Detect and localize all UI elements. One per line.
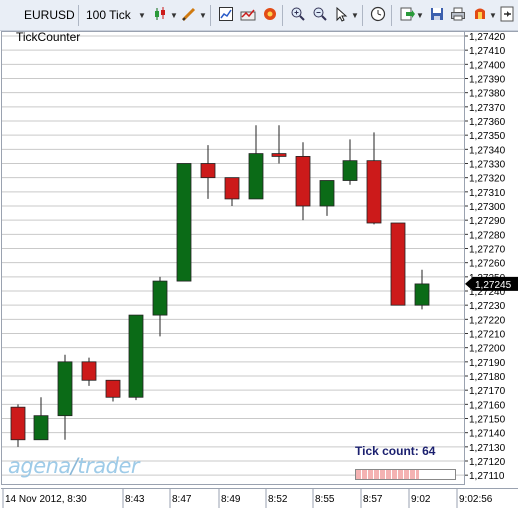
price-tick-label: 1,27280	[469, 230, 506, 241]
time-axis[interactable]: 14 Nov 2012, 8:30 8:43 8:47 8:49 8:52 8:55 8:5…	[1, 488, 518, 507]
price-tick-label: 1,27130	[469, 443, 506, 454]
candle-body	[58, 362, 72, 416]
price-tick-label: 1,27400	[469, 60, 506, 71]
timeframe-selector[interactable]: 100 Tick	[86, 6, 131, 25]
price-tick-label: 1,27140	[469, 429, 506, 440]
price-tick-label: 1,27180	[469, 372, 506, 383]
print-icon[interactable]	[449, 6, 467, 25]
price-tick-label: 1,27270	[469, 245, 506, 256]
indicators-icon[interactable]	[239, 6, 257, 25]
price-tick-label: 1,27230	[469, 301, 506, 312]
price-tick-label: 1,27340	[469, 145, 506, 156]
timeframe-dropdown-icon[interactable]: ▼	[138, 6, 146, 25]
price-tick-label: 1,27160	[469, 400, 506, 411]
agena-trader-logo: agena/trader	[8, 454, 139, 478]
time-tick-label: 9:02:56	[459, 494, 493, 505]
price-tick-label: 1,27260	[469, 259, 506, 270]
chart-properties-icon[interactable]	[217, 6, 235, 25]
candle-body	[34, 416, 48, 440]
candle-body	[225, 178, 239, 199]
time-tick-label: 8:49	[221, 494, 241, 505]
candle-body	[296, 156, 310, 206]
tools-dropdown-icon[interactable]: ▼	[489, 6, 497, 25]
cursor-select-icon[interactable]	[333, 6, 351, 25]
candlestick-chart	[2, 32, 465, 485]
price-tick-label: 1,27320	[469, 174, 506, 185]
tick-count-label: Tick count: 64	[355, 444, 435, 458]
price-tick-label: 1,27330	[469, 160, 506, 171]
candle-body	[320, 181, 334, 207]
candle-body	[415, 284, 429, 305]
candle-body	[249, 154, 263, 199]
indicator-label: TickCounter	[16, 30, 80, 44]
price-axis-labels: 1,27420 1,27410 1,27400 1,27390 1,27380 1,273…	[465, 32, 518, 486]
price-tick-label: 1,27420	[469, 32, 506, 43]
price-tick-label: 1,27390	[469, 75, 506, 86]
zoom-out-icon[interactable]	[311, 6, 329, 25]
price-axis[interactable]: 1,27420 1,27410 1,27400 1,27390 1,27380 1,273…	[465, 31, 518, 485]
price-tick-label: 1,27380	[469, 89, 506, 100]
time-axis-labels: 14 Nov 2012, 8:30 8:43 8:47 8:49 8:52 8:55 8:5…	[1, 489, 518, 508]
price-tick-label: 1,27370	[469, 103, 506, 114]
candle-body	[153, 281, 167, 315]
price-tick-label: 1,27410	[469, 46, 506, 57]
price-tick-label: 1,27120	[469, 457, 506, 468]
current-price-label: 1,27245	[475, 280, 512, 291]
strategies-icon[interactable]	[261, 6, 279, 25]
price-tick-label: 1,27170	[469, 386, 506, 397]
candle-body	[11, 407, 25, 440]
candle-body	[343, 161, 357, 181]
time-tick-label: 8:43	[125, 494, 145, 505]
drawing-pen-icon[interactable]	[180, 6, 198, 25]
toolbar-divider	[282, 5, 283, 26]
time-tick-label: 8:55	[315, 494, 335, 505]
price-tick-label: 1,27360	[469, 117, 506, 128]
toolbar-divider	[362, 5, 363, 26]
price-tick-label: 1,27290	[469, 216, 506, 227]
time-tick-label: 14 Nov 2012, 8:30	[5, 494, 87, 505]
candle-body	[367, 161, 381, 223]
candlestick-style-icon[interactable]	[151, 6, 169, 25]
cursor-dropdown-icon[interactable]: ▼	[351, 6, 359, 25]
tools-icon[interactable]	[471, 6, 489, 25]
chart-toolbar: EURUSD 100 Tick ▼ ▼ ▼ ▼	[0, 0, 518, 31]
price-tick-label: 1,27220	[469, 315, 506, 326]
time-tick-label: 8:52	[268, 494, 288, 505]
toolbar-divider	[391, 5, 392, 26]
price-tick-label: 1,27210	[469, 330, 506, 341]
price-tick-label: 1,27150	[469, 415, 506, 426]
time-tick-label: 9:02	[411, 494, 431, 505]
tick-progress-bar	[355, 469, 456, 480]
save-icon[interactable]	[428, 6, 446, 25]
price-tick-label: 1,27350	[469, 131, 506, 142]
time-tick-label: 8:57	[363, 494, 383, 505]
time-tick-label: 8:47	[172, 494, 192, 505]
zoom-in-icon[interactable]	[289, 6, 307, 25]
price-tick-label: 1,27110	[469, 471, 505, 482]
drawing-dropdown-icon[interactable]: ▼	[199, 6, 207, 25]
candle-body	[106, 380, 120, 397]
price-tick-label: 1,27200	[469, 344, 506, 355]
candle-body	[177, 164, 191, 282]
candle-body	[82, 362, 96, 380]
instrument-selector[interactable]: EURUSD	[24, 6, 75, 25]
toolbar-divider	[78, 5, 79, 26]
candle-body	[391, 223, 405, 305]
export-icon[interactable]	[398, 6, 416, 25]
price-chart-area[interactable]	[1, 31, 465, 485]
candle-body	[129, 315, 143, 397]
price-tick-label: 1,27300	[469, 202, 506, 213]
price-tick-label: 1,27190	[469, 358, 506, 369]
export-dropdown-icon[interactable]: ▼	[416, 6, 424, 25]
pin-icon[interactable]	[498, 6, 516, 25]
clock-icon[interactable]	[369, 6, 387, 25]
candle-body	[201, 164, 215, 178]
style-dropdown-icon[interactable]: ▼	[170, 6, 178, 25]
price-tick-label: 1,27310	[469, 188, 506, 199]
tick-progress-fill	[356, 470, 419, 479]
toolbar-divider	[210, 5, 211, 26]
candle-body	[272, 154, 286, 157]
